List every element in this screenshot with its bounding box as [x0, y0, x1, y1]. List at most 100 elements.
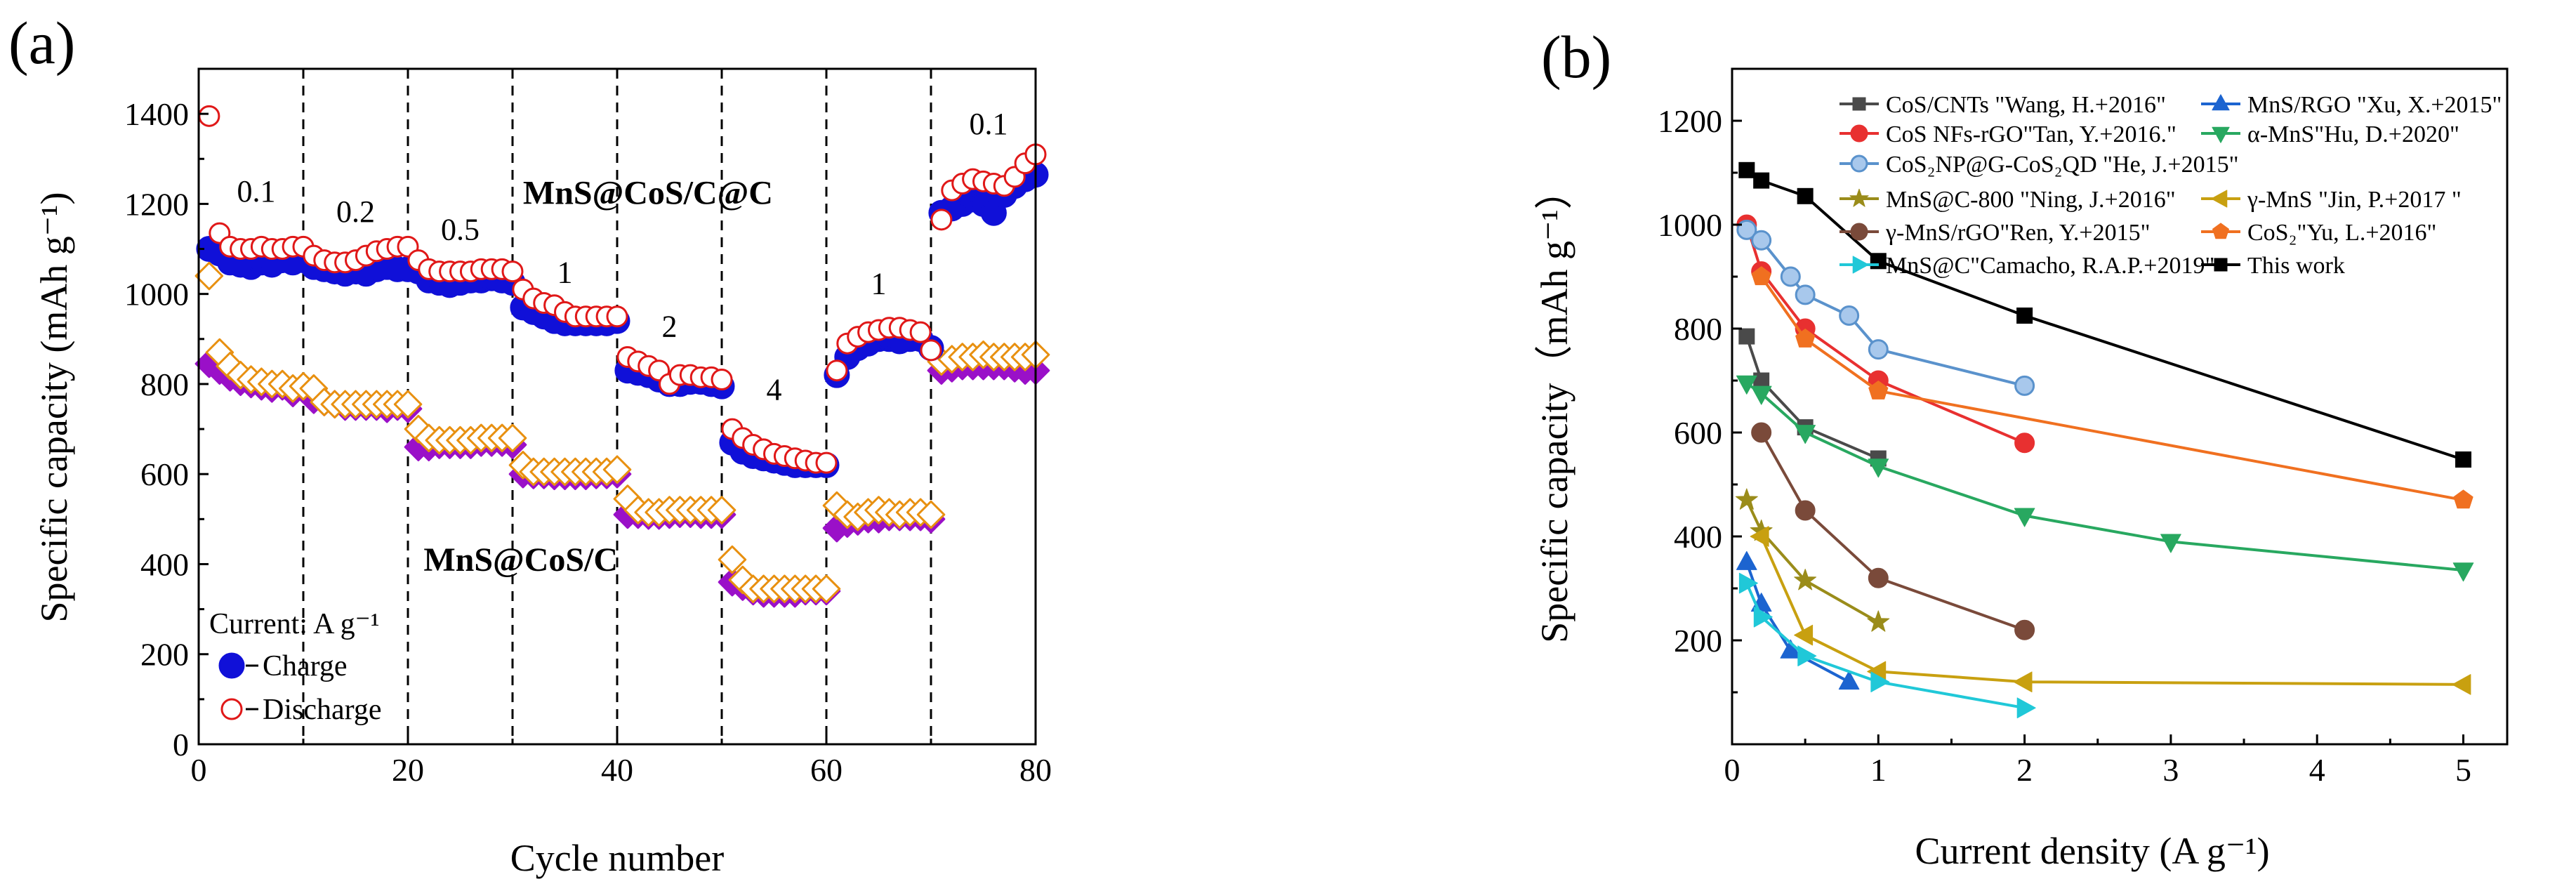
data-point	[2452, 562, 2474, 582]
data-point	[1738, 572, 1758, 594]
data-point	[1736, 375, 1757, 395]
x-tick-label: 5	[2455, 752, 2471, 788]
data-point	[1750, 385, 1772, 405]
data-point	[920, 339, 942, 362]
data-point	[1795, 329, 1816, 348]
data-point	[1738, 328, 1755, 345]
legend-marker	[1852, 97, 1866, 111]
x-tick-label: 0	[1724, 752, 1741, 788]
chart-b-legend: CoS/CNTs "Wang, H.+2016" MnS/RGO "Xu, X.+…	[1839, 92, 2502, 279]
legend-marker	[1850, 124, 1868, 143]
chart-a-ylabel: Specific capacity (mAh g⁻¹)	[33, 192, 75, 623]
chart-b-frame	[1731, 67, 2509, 746]
series-8	[1751, 266, 2473, 509]
y-tick-label: 400	[140, 546, 189, 582]
data-point	[1795, 284, 1816, 305]
legend-label-charge: Charge	[263, 650, 348, 682]
data-point	[1738, 161, 1755, 178]
legend-label: CoS₂NP@G-CoS₂QD "He, J.+2015"	[1886, 152, 2238, 178]
x-tick-label: 4	[2309, 752, 2325, 788]
data-point	[1797, 645, 1817, 666]
data-point	[1795, 500, 1816, 521]
data-point	[1868, 458, 1889, 478]
legend-label: MnS/RGO "Xu, X.+2015"	[2247, 92, 2502, 118]
data-point	[2016, 697, 2036, 718]
data-point	[930, 209, 953, 231]
data-point	[1794, 569, 1817, 590]
rate-label: 0.1	[969, 107, 1008, 141]
data-point	[916, 500, 946, 529]
legend-label: CoS₂"Yu, L.+2016"	[2247, 220, 2436, 246]
data-point	[198, 105, 220, 127]
data-point	[718, 545, 747, 574]
data-point	[2452, 674, 2471, 695]
chart-b-marks	[1735, 161, 2474, 718]
series-2	[1736, 214, 2035, 454]
y-tick-label: 800	[1674, 311, 1722, 347]
rate-label: 1	[557, 256, 573, 290]
series-line	[1759, 432, 2026, 632]
y-tick-label: 1000	[124, 277, 189, 312]
legend-label-discharge: Discharge	[263, 694, 382, 726]
x-tick-label: 20	[392, 752, 424, 788]
x-tick-label: 2	[2016, 752, 2033, 788]
data-point	[711, 369, 733, 391]
legend-marker	[2211, 190, 2228, 208]
x-tick-label: 40	[601, 752, 633, 788]
chart-a-marks	[194, 105, 1050, 608]
y-tick-label: 600	[1674, 415, 1722, 451]
legend-label: This work	[2247, 253, 2345, 279]
data-point	[2160, 534, 2181, 553]
chart-b-xlabel: Current density (A g⁻¹)	[1915, 830, 2269, 872]
chart-a-xlabel: Cycle number	[510, 837, 724, 879]
legend-entry: CoS NFs-rGO"Tan, Y.+2016."	[1839, 121, 2177, 147]
data-point	[1868, 567, 1889, 588]
legend-entry: MnS@C-800 "Ning, J.+2016"	[1839, 187, 2176, 213]
x-tick-label: 3	[2162, 752, 2179, 788]
rate-label: 4	[767, 372, 782, 407]
y-tick-label: 1200	[1658, 103, 1722, 139]
data-point	[1795, 425, 1816, 444]
data-point	[815, 451, 838, 474]
y-tick-label: 0	[173, 727, 189, 763]
y-tick-label: 200	[1674, 623, 1722, 659]
panel-a-label: (a)	[8, 9, 75, 77]
series-line	[1760, 275, 2464, 502]
chart-b: 0 1 2 3 4 5 200 400 600 800 1000 1200 Current densi…	[1533, 67, 2509, 872]
rate-label: 0.5	[441, 213, 480, 247]
legend-label: MnS@C"Camacho, R.A.P.+2019"	[1886, 253, 2214, 279]
data-point	[2455, 451, 2472, 468]
data-point	[1753, 606, 1773, 628]
data-point	[1868, 339, 1889, 360]
series-3	[1736, 375, 2474, 582]
series-9	[1738, 572, 2036, 718]
data-point	[2016, 308, 2033, 324]
rate-label: 2	[662, 310, 678, 344]
data-point	[707, 496, 737, 524]
rate-label: 0.1	[237, 174, 275, 209]
series-annotation: MnS@CoS/C@C	[523, 174, 773, 211]
legend-entry: γ-MnS "Jin, P.+2017 "	[2201, 187, 2462, 213]
legend-marker	[2214, 258, 2228, 272]
legend-entry: CoS₂"Yu, L.+2016"	[2201, 220, 2436, 246]
data-point	[1751, 230, 1772, 251]
legend-label: γ-MnS/rGO"Ren, Y.+2015"	[1885, 220, 2150, 246]
chart-a-annotations: 0.1 0.2 0.5 1 2 4 1 0.1 MnS@CoS/C@C MnS@CoS/C	[237, 107, 1008, 579]
data-point	[2014, 619, 2035, 640]
x-tick-label: 60	[810, 752, 843, 788]
legend-entry: α-MnS"Hu, D.+2020"	[2201, 121, 2459, 147]
data-point	[393, 390, 423, 418]
legend-marker	[1849, 188, 1869, 207]
rate-label: 0.2	[336, 194, 375, 229]
legend-marker	[1852, 256, 1869, 274]
y-tick-label: 1000	[1658, 207, 1722, 243]
legend-label: CoS/CNTs "Wang, H.+2016"	[1886, 92, 2166, 118]
data-point	[1794, 624, 1814, 646]
y-tick-label: 400	[1674, 519, 1722, 555]
data-point	[2453, 489, 2473, 509]
x-tick-label: 80	[1019, 752, 1052, 788]
chart-a-legend: Current: A g⁻¹ Charge Discharge	[209, 608, 382, 726]
data-point	[2014, 375, 2035, 396]
